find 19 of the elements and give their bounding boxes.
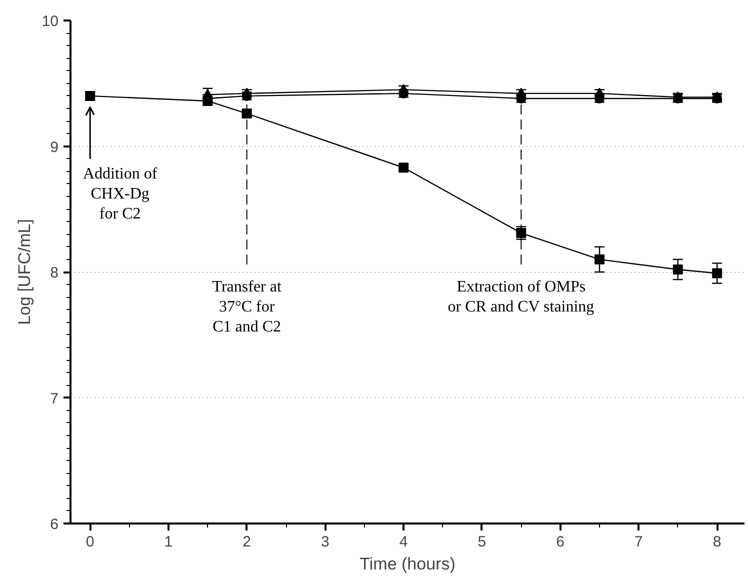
x-tick-label: 7 — [634, 534, 643, 550]
x-tick-label: 3 — [321, 534, 330, 550]
ref-line-label: Extraction of OMPs or CR and CV staining — [448, 278, 594, 316]
y-axis-title: Log [UFC/mL] — [14, 219, 34, 325]
x-tick-label: 5 — [478, 534, 486, 550]
x-tick-label: 4 — [399, 534, 408, 550]
y-tick-label: 6 — [50, 516, 58, 533]
x-tick-label: 6 — [556, 534, 564, 550]
y-tick-label: 8 — [50, 264, 58, 282]
x-tick-label: 2 — [242, 534, 252, 550]
ref-line-label: Transfer at 37°C for C1 and C2 — [212, 278, 282, 336]
y-tick-label: 10 — [42, 13, 59, 30]
x-axis-title: Time (hours) — [360, 554, 456, 574]
y-tick-label: 9 — [50, 138, 58, 156]
x-tick-label: 8 — [712, 534, 722, 550]
y-tick-label: 7 — [50, 390, 58, 408]
x-tick-label: 0 — [86, 534, 94, 550]
ref-line-label: Addition of CHX-Dg for C2 — [82, 165, 158, 222]
x-tick-label: 1 — [164, 534, 173, 550]
